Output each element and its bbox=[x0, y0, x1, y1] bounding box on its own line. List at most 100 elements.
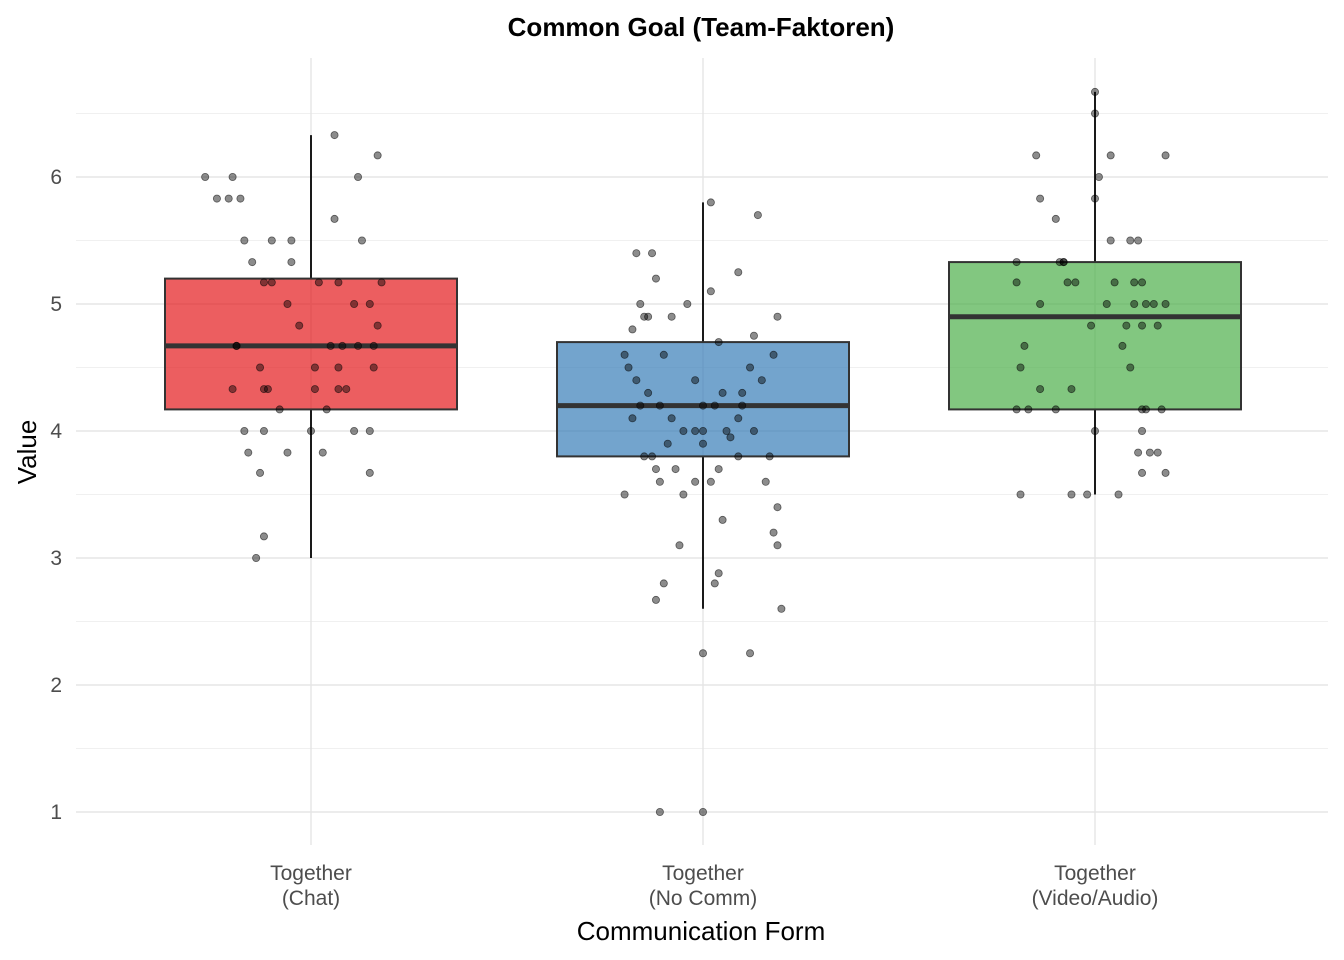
data-point bbox=[1114, 490, 1123, 499]
data-point bbox=[628, 414, 637, 423]
data-point bbox=[691, 477, 700, 486]
data-point bbox=[714, 338, 723, 347]
data-point bbox=[1138, 278, 1147, 287]
data-point bbox=[263, 385, 272, 394]
data-point bbox=[624, 363, 633, 372]
data-point bbox=[706, 477, 715, 486]
data-point bbox=[749, 426, 758, 435]
data-point bbox=[710, 401, 719, 410]
data-point bbox=[1153, 321, 1162, 330]
data-point bbox=[1110, 278, 1119, 287]
data-point bbox=[318, 448, 327, 457]
data-point bbox=[1157, 405, 1166, 414]
data-point bbox=[1138, 405, 1147, 414]
chart-title: Common Goal (Team-Faktoren) bbox=[508, 12, 895, 42]
y-tick-label: 1 bbox=[50, 801, 62, 824]
data-point bbox=[706, 198, 715, 207]
data-point bbox=[746, 649, 755, 658]
data-point bbox=[632, 376, 641, 385]
data-point bbox=[228, 385, 237, 394]
data-point bbox=[1016, 363, 1025, 372]
data-point bbox=[773, 312, 782, 321]
data-point bbox=[259, 278, 268, 287]
data-point bbox=[1067, 490, 1076, 499]
data-point bbox=[699, 439, 708, 448]
data-point bbox=[1059, 258, 1068, 267]
x-tick-label: (Video/Audio) bbox=[1032, 887, 1159, 910]
data-point bbox=[244, 448, 253, 457]
data-point bbox=[228, 172, 237, 181]
data-point bbox=[671, 465, 680, 474]
data-point bbox=[632, 249, 641, 258]
data-point bbox=[757, 376, 766, 385]
data-point bbox=[659, 350, 668, 359]
data-point bbox=[1134, 448, 1143, 457]
data-point bbox=[1138, 468, 1147, 477]
data-point bbox=[1032, 151, 1041, 160]
data-point bbox=[283, 299, 292, 308]
data-point bbox=[369, 341, 378, 350]
x-tick-label: Together bbox=[270, 862, 352, 885]
data-point bbox=[1106, 151, 1115, 160]
jitter-points bbox=[201, 87, 1170, 817]
data-point bbox=[295, 321, 304, 330]
data-point bbox=[1126, 363, 1135, 372]
data-point bbox=[769, 350, 778, 359]
data-point bbox=[1036, 194, 1045, 203]
data-point bbox=[224, 194, 233, 203]
data-point bbox=[714, 569, 723, 578]
data-point bbox=[718, 388, 727, 397]
data-point bbox=[1149, 299, 1158, 308]
data-point bbox=[640, 312, 649, 321]
data-point bbox=[675, 541, 684, 550]
data-point bbox=[655, 477, 664, 486]
x-tick-label: Together bbox=[662, 862, 744, 885]
data-point bbox=[357, 236, 366, 245]
data-point bbox=[256, 468, 265, 477]
data-point bbox=[655, 401, 664, 410]
x-tick-label: (Chat) bbox=[282, 887, 340, 910]
data-point bbox=[310, 363, 319, 372]
data-point bbox=[1161, 299, 1170, 308]
data-point bbox=[369, 363, 378, 372]
data-point bbox=[738, 388, 747, 397]
data-point bbox=[267, 278, 276, 287]
data-point bbox=[679, 490, 688, 499]
data-point bbox=[648, 452, 657, 461]
data-point bbox=[365, 426, 374, 435]
data-point bbox=[1130, 299, 1139, 308]
data-point bbox=[314, 278, 323, 287]
data-point bbox=[1016, 490, 1025, 499]
data-point bbox=[769, 528, 778, 537]
data-point bbox=[651, 595, 660, 604]
data-point bbox=[275, 405, 284, 414]
data-point bbox=[683, 299, 692, 308]
data-point bbox=[240, 236, 249, 245]
data-point bbox=[699, 808, 708, 817]
data-point bbox=[1051, 214, 1060, 223]
data-point bbox=[287, 236, 296, 245]
data-point bbox=[706, 287, 715, 296]
data-point bbox=[726, 433, 735, 442]
data-point bbox=[248, 258, 257, 267]
data-point bbox=[1118, 341, 1127, 350]
data-point bbox=[1138, 321, 1147, 330]
data-point bbox=[1083, 490, 1092, 499]
data-point bbox=[636, 401, 645, 410]
data-point bbox=[326, 341, 335, 350]
data-point bbox=[620, 350, 629, 359]
x-axis-ticks: Together(Chat)Together(No Comm)Together(… bbox=[270, 862, 1158, 910]
data-point bbox=[342, 385, 351, 394]
data-point bbox=[322, 405, 331, 414]
data-point bbox=[1051, 405, 1060, 414]
data-point bbox=[663, 439, 672, 448]
data-point bbox=[722, 426, 731, 435]
data-point bbox=[1161, 468, 1170, 477]
data-point bbox=[749, 331, 758, 340]
data-point bbox=[330, 131, 339, 140]
data-point bbox=[1094, 172, 1103, 181]
data-point bbox=[1024, 405, 1033, 414]
data-point bbox=[648, 249, 657, 258]
data-point bbox=[1106, 236, 1115, 245]
